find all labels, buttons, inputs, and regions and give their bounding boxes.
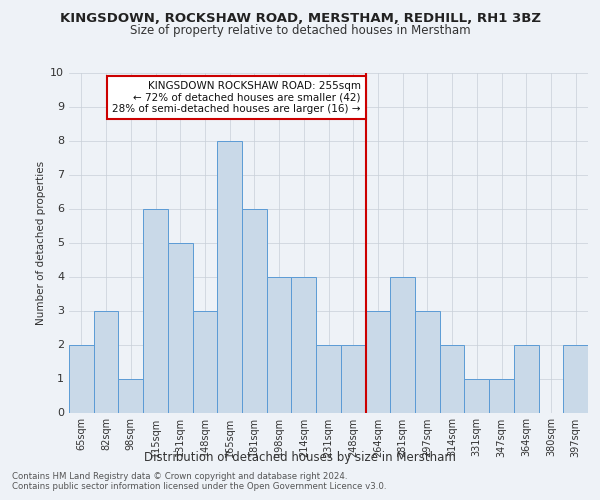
Text: Contains public sector information licensed under the Open Government Licence v3: Contains public sector information licen…	[12, 482, 386, 491]
Bar	[143, 208, 168, 412]
Bar	[118, 378, 143, 412]
Text: Contains HM Land Registry data © Crown copyright and database right 2024.: Contains HM Land Registry data © Crown c…	[12, 472, 347, 481]
Bar	[390, 276, 415, 412]
Bar	[193, 310, 217, 412]
Bar	[440, 344, 464, 412]
Text: KINGSDOWN ROCKSHAW ROAD: 255sqm
← 72% of detached houses are smaller (42)
28% of: KINGSDOWN ROCKSHAW ROAD: 255sqm ← 72% of…	[112, 81, 361, 114]
Bar	[316, 344, 341, 412]
Text: Size of property relative to detached houses in Merstham: Size of property relative to detached ho…	[130, 24, 470, 37]
Bar	[341, 344, 365, 412]
Bar	[489, 378, 514, 412]
Y-axis label: Number of detached properties: Number of detached properties	[36, 160, 46, 324]
Text: Distribution of detached houses by size in Merstham: Distribution of detached houses by size …	[144, 451, 456, 464]
Bar	[217, 140, 242, 412]
Bar	[415, 310, 440, 412]
Bar	[69, 344, 94, 412]
Bar	[365, 310, 390, 412]
Bar	[267, 276, 292, 412]
Bar	[563, 344, 588, 412]
Bar	[168, 242, 193, 412]
Bar	[464, 378, 489, 412]
Bar	[94, 310, 118, 412]
Bar	[514, 344, 539, 412]
Bar	[292, 276, 316, 412]
Bar	[242, 208, 267, 412]
Text: KINGSDOWN, ROCKSHAW ROAD, MERSTHAM, REDHILL, RH1 3BZ: KINGSDOWN, ROCKSHAW ROAD, MERSTHAM, REDH…	[59, 12, 541, 24]
